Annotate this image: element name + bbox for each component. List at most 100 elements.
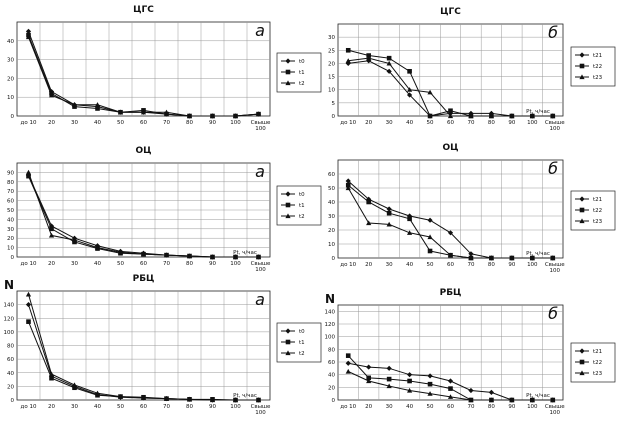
data-point — [386, 383, 392, 389]
data-point — [140, 109, 147, 115]
x-axis-label: Pt, ч/час — [233, 250, 257, 256]
data-point — [550, 397, 556, 403]
y-axis-label: N — [325, 292, 335, 306]
x-tick-label: 80 — [186, 261, 193, 267]
data-point — [488, 397, 495, 403]
data-point — [117, 109, 124, 115]
x-tick-label: до 10 — [21, 404, 37, 410]
y-tick-label: 50 — [7, 208, 14, 214]
x-tick-label: 50 — [427, 120, 434, 126]
x-tick-label: до 10 — [340, 262, 356, 268]
legend-label: t2 — [299, 351, 305, 357]
data-point — [345, 60, 351, 67]
data-point — [427, 234, 433, 240]
x-tick-label: Свыше — [251, 120, 271, 126]
panel-letter: а — [255, 162, 265, 181]
x-tick-label: 20 — [48, 404, 55, 410]
series-t23 — [345, 368, 556, 403]
x-tick-label: 80 — [488, 262, 495, 268]
data-point — [406, 387, 413, 393]
x-tick-label: 100 — [230, 120, 241, 126]
x-tick-label: 20 — [365, 262, 372, 268]
panel-letter: б — [548, 159, 558, 178]
data-point — [345, 58, 351, 63]
y-tick-label: 10 — [7, 95, 14, 101]
data-point — [427, 113, 433, 119]
data-point — [407, 69, 412, 74]
data-point — [468, 251, 474, 257]
data-point — [550, 113, 556, 119]
x-tick-label: 100 — [255, 410, 266, 416]
y-tick-label: 40 — [328, 373, 335, 379]
y-tick-label: 40 — [7, 371, 14, 377]
legend: t0 t1 t2 — [276, 52, 322, 93]
data-point — [427, 89, 433, 95]
x-tick-label: 90 — [209, 404, 216, 410]
x-tick-label: 40 — [94, 404, 101, 410]
x-tick-label: 80 — [488, 120, 495, 126]
legend-label: t0 — [299, 59, 305, 65]
y-tick-label: 0 — [11, 255, 15, 261]
y-tick-label: 140 — [325, 309, 336, 315]
y-tick-label: 0 — [332, 114, 336, 120]
series-t0 — [25, 172, 262, 260]
series-t2 — [25, 169, 262, 260]
data-point — [71, 237, 78, 243]
x-tick-label: Свыше — [251, 261, 271, 267]
x-tick-label: 60 — [447, 404, 454, 410]
legend-label: t21 — [593, 53, 602, 59]
legend-marker — [579, 370, 585, 376]
x-tick-label: 70 — [467, 262, 474, 268]
data-point — [386, 60, 392, 66]
data-point — [407, 216, 412, 222]
legend-marker — [285, 328, 291, 334]
legend-label: t0 — [299, 329, 305, 335]
y-tick-label: 20 — [7, 236, 14, 242]
x-axis-label: Pt, ч/час — [233, 393, 257, 399]
y-tick-label: 90 — [7, 170, 14, 176]
y-tick-label: 30 — [328, 214, 335, 220]
data-point — [366, 199, 371, 205]
data-point — [71, 382, 78, 388]
y-tick-label: 5 — [332, 101, 336, 107]
data-point — [448, 108, 453, 114]
panel-letter: а — [255, 21, 265, 40]
data-point — [163, 109, 170, 115]
data-point — [232, 397, 239, 403]
x-tick-label: 30 — [386, 120, 393, 126]
x-tick-label: 50 — [117, 120, 124, 126]
x-tick-label: 40 — [406, 262, 413, 268]
legend-marker — [579, 196, 585, 202]
x-tick-label: 60 — [447, 262, 454, 268]
data-point — [117, 249, 124, 255]
data-point — [366, 220, 372, 226]
x-tick-label: 30 — [71, 120, 78, 126]
legend-marker — [579, 348, 585, 354]
data-point — [345, 368, 351, 374]
data-point — [427, 381, 433, 387]
data-point — [140, 395, 147, 401]
x-tick-label: 20 — [365, 120, 372, 126]
legend-marker — [285, 202, 291, 208]
data-point — [386, 55, 392, 61]
panel-letter: б — [548, 304, 558, 323]
data-point — [488, 255, 495, 261]
data-point — [427, 373, 433, 379]
x-tick-label: 100 — [527, 404, 538, 410]
data-point — [366, 375, 371, 381]
data-point — [25, 291, 32, 297]
legend-marker — [579, 359, 585, 365]
plot-frame — [16, 21, 271, 117]
x-tick-label: 50 — [117, 404, 124, 410]
series-t23 — [345, 55, 556, 119]
x-tick-label: 40 — [94, 261, 101, 267]
y-tick-label: 40 — [7, 217, 14, 223]
data-point — [468, 397, 474, 403]
x-tick-label: 100 — [255, 126, 266, 132]
legend-label: t1 — [299, 340, 305, 346]
legend-label: t23 — [593, 371, 603, 377]
y-tick-label: 15 — [328, 75, 335, 81]
data-point — [406, 230, 413, 235]
